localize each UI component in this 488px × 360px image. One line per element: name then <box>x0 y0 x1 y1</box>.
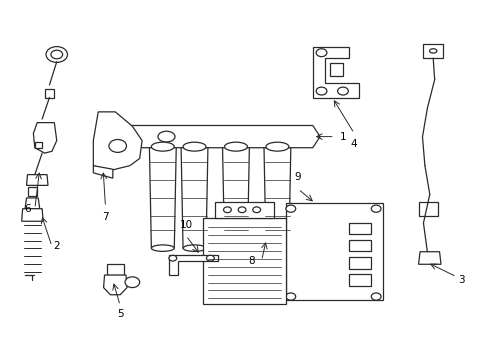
Circle shape <box>206 255 214 261</box>
Circle shape <box>252 207 260 213</box>
Circle shape <box>109 139 126 152</box>
Bar <box>27 187 37 196</box>
Bar <box>106 264 124 275</box>
Ellipse shape <box>428 49 436 53</box>
Polygon shape <box>418 202 437 216</box>
Text: 10: 10 <box>179 220 192 230</box>
Bar <box>285 203 383 300</box>
Text: 3: 3 <box>457 275 464 285</box>
Bar <box>348 223 370 234</box>
Text: 2: 2 <box>53 241 60 251</box>
Bar <box>348 274 370 286</box>
Polygon shape <box>127 126 320 148</box>
Text: 8: 8 <box>248 256 255 266</box>
Circle shape <box>316 49 326 57</box>
Polygon shape <box>35 142 42 148</box>
Text: 6: 6 <box>24 204 31 214</box>
Polygon shape <box>168 255 217 275</box>
Circle shape <box>46 46 67 62</box>
Polygon shape <box>149 148 176 248</box>
Circle shape <box>51 50 62 59</box>
Circle shape <box>370 205 380 212</box>
Text: 5: 5 <box>117 309 123 319</box>
Polygon shape <box>44 89 54 98</box>
Circle shape <box>370 293 380 300</box>
Polygon shape <box>222 148 249 248</box>
Text: 4: 4 <box>350 139 357 149</box>
Polygon shape <box>93 166 113 178</box>
Ellipse shape <box>224 245 247 251</box>
Polygon shape <box>33 123 57 153</box>
Polygon shape <box>312 47 358 98</box>
Circle shape <box>316 87 326 95</box>
Ellipse shape <box>265 245 288 251</box>
Bar <box>348 257 370 269</box>
Polygon shape <box>26 175 48 185</box>
Polygon shape <box>264 148 290 248</box>
Polygon shape <box>21 209 43 221</box>
Circle shape <box>168 255 176 261</box>
Bar <box>329 63 343 76</box>
Bar <box>348 240 370 251</box>
Circle shape <box>125 277 140 288</box>
Circle shape <box>223 207 231 213</box>
Polygon shape <box>423 44 442 58</box>
Polygon shape <box>418 252 440 264</box>
Text: 1: 1 <box>339 132 346 141</box>
Circle shape <box>285 293 295 300</box>
Polygon shape <box>25 198 40 209</box>
Polygon shape <box>103 275 127 295</box>
Ellipse shape <box>183 142 205 151</box>
Ellipse shape <box>151 245 174 251</box>
Ellipse shape <box>183 245 205 251</box>
Ellipse shape <box>158 131 175 142</box>
Circle shape <box>337 87 347 95</box>
Ellipse shape <box>265 142 288 151</box>
Text: 7: 7 <box>102 212 109 222</box>
Text: 9: 9 <box>294 172 301 182</box>
Bar <box>203 218 285 304</box>
Polygon shape <box>181 148 207 248</box>
Circle shape <box>238 207 245 213</box>
Circle shape <box>285 205 295 212</box>
Bar <box>215 202 273 218</box>
Ellipse shape <box>224 142 247 151</box>
Ellipse shape <box>151 142 174 151</box>
Polygon shape <box>93 112 142 171</box>
